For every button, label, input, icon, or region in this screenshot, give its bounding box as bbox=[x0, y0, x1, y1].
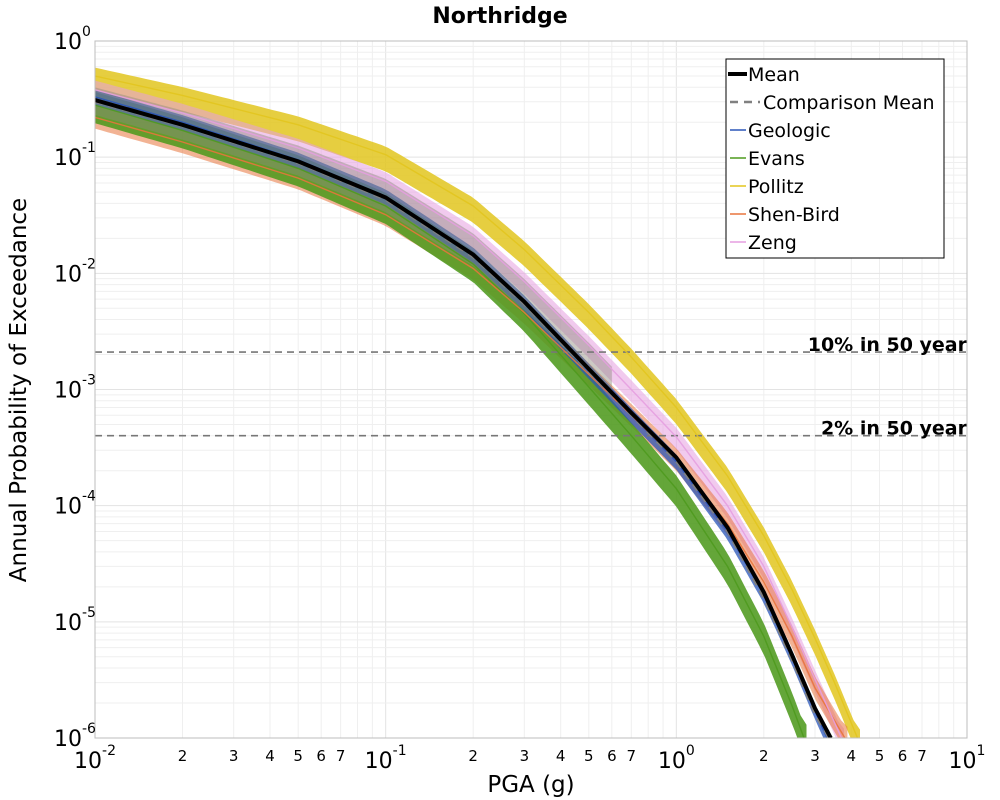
y-tick-exponent: 0 bbox=[82, 24, 91, 40]
x-minor-tick-label: 2 bbox=[759, 747, 769, 765]
x-tick-label: 100 bbox=[658, 743, 695, 774]
x-minor-tick-label: 7 bbox=[627, 747, 637, 765]
y-tick-label: 10-6 bbox=[54, 721, 96, 752]
x-minor-tick-label: 5 bbox=[293, 747, 303, 765]
x-minor-tick-label: 2 bbox=[468, 747, 478, 765]
x-minor-tick-label: 4 bbox=[265, 747, 275, 765]
y-tick-label: 100 bbox=[54, 24, 91, 55]
y-tick-base: 10 bbox=[54, 727, 82, 752]
y-tick-base: 10 bbox=[54, 611, 82, 636]
legend-label: Shen-Bird bbox=[748, 204, 840, 226]
series-line-mean bbox=[95, 98, 833, 738]
x-tick-exponent: -1 bbox=[393, 743, 407, 759]
y-tick-exponent: -5 bbox=[82, 605, 96, 621]
x-tick-label: 10-2 bbox=[74, 743, 116, 774]
x-minor-tick-label: 4 bbox=[556, 747, 566, 765]
y-tick-exponent: -6 bbox=[82, 721, 96, 737]
x-tick-exponent: 1 bbox=[977, 743, 986, 759]
y-tick-label: 10-3 bbox=[54, 373, 96, 404]
legend-label: Mean bbox=[748, 64, 800, 86]
series-line-zeng bbox=[95, 89, 843, 738]
legend-label: Comparison Mean bbox=[763, 92, 935, 114]
y-tick-base: 10 bbox=[54, 379, 82, 404]
y-axis-label: Annual Probability of Exceedance bbox=[6, 198, 32, 582]
y-tick-exponent: -2 bbox=[82, 256, 96, 272]
band-overlap bbox=[95, 87, 612, 395]
x-tick-base: 10 bbox=[949, 749, 977, 774]
y-tick-base: 10 bbox=[54, 30, 82, 55]
y-tick-exponent: -4 bbox=[82, 489, 96, 505]
x-tick-exponent: -2 bbox=[102, 743, 116, 759]
y-tick-label: 10-4 bbox=[54, 489, 96, 520]
x-tick-base: 10 bbox=[74, 749, 102, 774]
reference-lines: 10% in 50 year 2% in 50 year bbox=[95, 334, 968, 440]
x-tick-label: 101 bbox=[949, 743, 986, 774]
x-minor-tick-label: 3 bbox=[229, 747, 239, 765]
x-minor-tick-label: 6 bbox=[898, 747, 908, 765]
x-minor-tick-label: 3 bbox=[810, 747, 820, 765]
legend-box bbox=[725, 58, 945, 259]
x-minor-tick-label: 5 bbox=[584, 747, 594, 765]
x-minor-tick-label: 5 bbox=[875, 747, 885, 765]
x-axis-label: PGA (g) bbox=[487, 772, 574, 798]
x-minor-tick-label: 7 bbox=[917, 747, 927, 765]
y-tick-exponent: -3 bbox=[82, 373, 96, 389]
x-minor-tick-label: 2 bbox=[178, 747, 188, 765]
series-line-evans bbox=[95, 104, 805, 738]
y-tick-base: 10 bbox=[54, 262, 82, 287]
plot-frame bbox=[94, 40, 968, 739]
y-tick-base: 10 bbox=[54, 495, 82, 520]
legend: Mean Comparison Mean Geologic Evans Pollitz S… bbox=[725, 58, 945, 259]
reference-line-label: 10% in 50 year bbox=[808, 334, 968, 356]
x-minor-tick-label: 3 bbox=[520, 747, 530, 765]
band-pollitz bbox=[95, 67, 860, 738]
legend-label: Geologic bbox=[748, 120, 831, 142]
series-line-pollitz bbox=[95, 75, 859, 738]
y-tick-label: 10-2 bbox=[54, 256, 96, 287]
y-tick-base: 10 bbox=[54, 146, 82, 171]
x-tick-base: 10 bbox=[365, 749, 393, 774]
x-minor-tick-label: 6 bbox=[316, 747, 326, 765]
x-tick-exponent: 0 bbox=[686, 743, 695, 759]
logic-tree-branch-bands bbox=[95, 67, 860, 738]
reference-line-label: 2% in 50 year bbox=[821, 418, 968, 440]
legend-label: Evans bbox=[748, 148, 805, 170]
x-minor-tick-label: 4 bbox=[847, 747, 857, 765]
series-lines bbox=[95, 75, 859, 738]
chart-title: Northridge bbox=[432, 4, 567, 29]
legend-label: Zeng bbox=[748, 232, 797, 254]
y-tick-label: 10-1 bbox=[54, 140, 96, 171]
x-tick-base: 10 bbox=[658, 749, 686, 774]
y-tick-exponent: -1 bbox=[82, 140, 96, 156]
y-tick-label: 10-5 bbox=[54, 605, 96, 636]
x-tick-label: 10-1 bbox=[365, 743, 407, 774]
legend-label: Pollitz bbox=[748, 176, 804, 198]
x-minor-tick-label: 6 bbox=[607, 747, 617, 765]
x-minor-tick-label: 7 bbox=[336, 747, 346, 765]
